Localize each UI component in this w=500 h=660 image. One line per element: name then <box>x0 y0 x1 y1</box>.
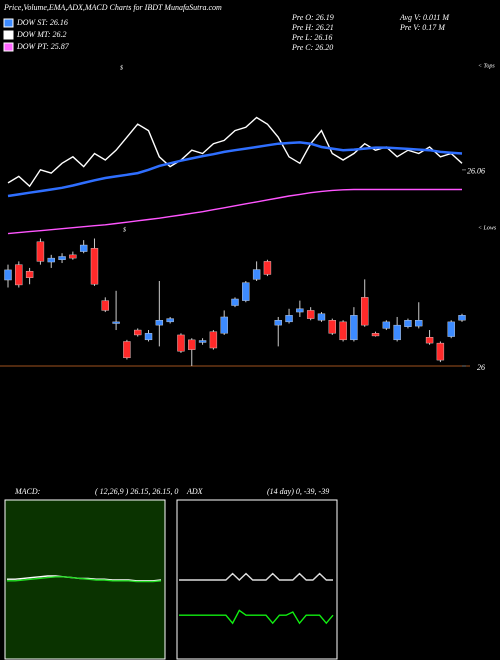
stat: Pre O: 26.19 <box>291 13 334 22</box>
series-line <box>7 188 462 235</box>
candle-body <box>339 321 347 341</box>
candle-body <box>4 269 12 281</box>
candle-body <box>350 315 358 341</box>
annotation: $ <box>123 226 126 233</box>
candle-body <box>242 282 250 301</box>
candle-body <box>361 297 369 326</box>
chart-title: Price,Volume,EMA,ADX,MACD Charts for IBD… <box>3 3 222 12</box>
candle-body <box>90 248 99 285</box>
stat: Avg V: 0.011 M <box>399 13 450 22</box>
candle-body <box>79 244 88 252</box>
y-tick-label: 26 <box>477 363 485 372</box>
candle-body <box>47 257 55 263</box>
candle-body <box>112 321 120 324</box>
y-tick-label: 26.06 <box>467 167 485 176</box>
candle-body <box>382 321 391 329</box>
candle-body <box>25 270 34 278</box>
candle-body <box>436 342 445 361</box>
candle-body <box>393 324 401 341</box>
stat: Pre H: 26.21 <box>291 23 334 32</box>
stat: Pre V: 0.17 M <box>399 23 446 32</box>
candle-body <box>134 329 142 336</box>
candle-body <box>404 320 412 327</box>
legend-label: DOW MT: 26.2 <box>16 30 67 39</box>
candle-body <box>231 298 239 306</box>
candle-body <box>198 340 207 343</box>
candle-body <box>274 320 282 326</box>
panel-subtitle: ( 12,26,9 ) 26.15, 26.15, 0 <box>95 487 178 496</box>
annotation: < Tops <box>478 63 495 69</box>
candle-body <box>458 315 466 321</box>
panel-subtitle: (14 day) 0, -39, -39 <box>267 487 329 496</box>
candle-body <box>296 308 304 313</box>
candle-body <box>144 333 153 341</box>
candle-body <box>166 318 174 323</box>
candle-body <box>415 320 423 327</box>
candle-body <box>317 313 326 321</box>
stat: Pre L: 26.16 <box>291 33 332 42</box>
candle-body <box>69 254 77 259</box>
candle-body <box>252 269 261 280</box>
candle-body <box>220 316 228 334</box>
series-line <box>179 572 333 581</box>
candle-body <box>123 341 131 359</box>
legend-label: DOW PT: 25.87 <box>16 42 70 51</box>
annotation: < Lows <box>478 225 497 231</box>
series-line <box>7 141 463 198</box>
legend-swatch <box>3 18 14 28</box>
candle-body <box>285 315 293 323</box>
candle-body <box>36 241 45 262</box>
candle-body <box>306 310 315 319</box>
candle-body <box>155 320 164 326</box>
stat: Pre C: 26.20 <box>291 43 333 52</box>
candle-body <box>188 339 196 350</box>
candle-body <box>328 320 336 334</box>
candle-body <box>263 261 272 275</box>
candle-body <box>58 256 66 260</box>
annotation: $ <box>120 64 123 71</box>
candle-body <box>447 321 455 337</box>
series-line <box>179 609 334 625</box>
candle-body <box>15 264 23 286</box>
panel-title: MACD: <box>14 487 41 496</box>
candle-body <box>371 333 380 337</box>
candle-body <box>177 334 185 352</box>
candle-body <box>425 337 434 344</box>
legend-label: DOW ST: 26.16 <box>16 18 68 27</box>
panel-title: ADX <box>186 487 204 496</box>
candle-body <box>101 300 109 311</box>
series-line <box>7 576 162 583</box>
legend-swatch <box>3 42 14 52</box>
candle-body <box>209 331 218 349</box>
legend-swatch <box>3 30 14 40</box>
